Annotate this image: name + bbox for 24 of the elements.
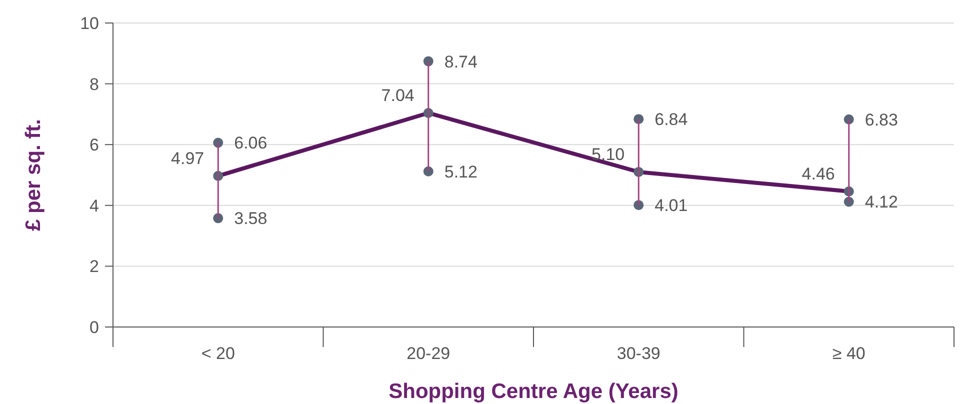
y-tick-label: 10 [80,14,99,33]
x-tick-label: < 20 [201,344,235,363]
text: 4.97 [171,148,204,168]
y-tick-label: 0 [90,318,99,337]
annotation: 4.01 [654,196,688,216]
y-axis-title: £ per sq. ft. [22,118,45,232]
x-tick-label: ≥ 40 [832,344,866,363]
y-tick-label: 8 [90,74,99,94]
text: 4.46 [802,164,835,184]
x-axis-title: Shopping Centre Age (Years) [388,380,678,403]
y-tick-label: 4 [90,196,99,216]
text: 7.04 [381,86,414,105]
annotation: 6.06 [234,134,268,153]
annotation: 5.12 [444,162,478,182]
annotation: 6.83 [864,110,898,130]
annotation: 3.58 [234,209,268,228]
text: 5.10 [592,144,625,164]
annotation: 6.84 [654,110,688,130]
y-tick-label: 6 [90,136,99,155]
annotation: 8.74 [444,52,478,72]
y-tick-label: 2 [90,257,99,276]
x-tick-label: 30-39 [616,344,660,363]
annotation: 4.12 [864,192,898,212]
x-tick-label: 20-29 [406,344,450,363]
